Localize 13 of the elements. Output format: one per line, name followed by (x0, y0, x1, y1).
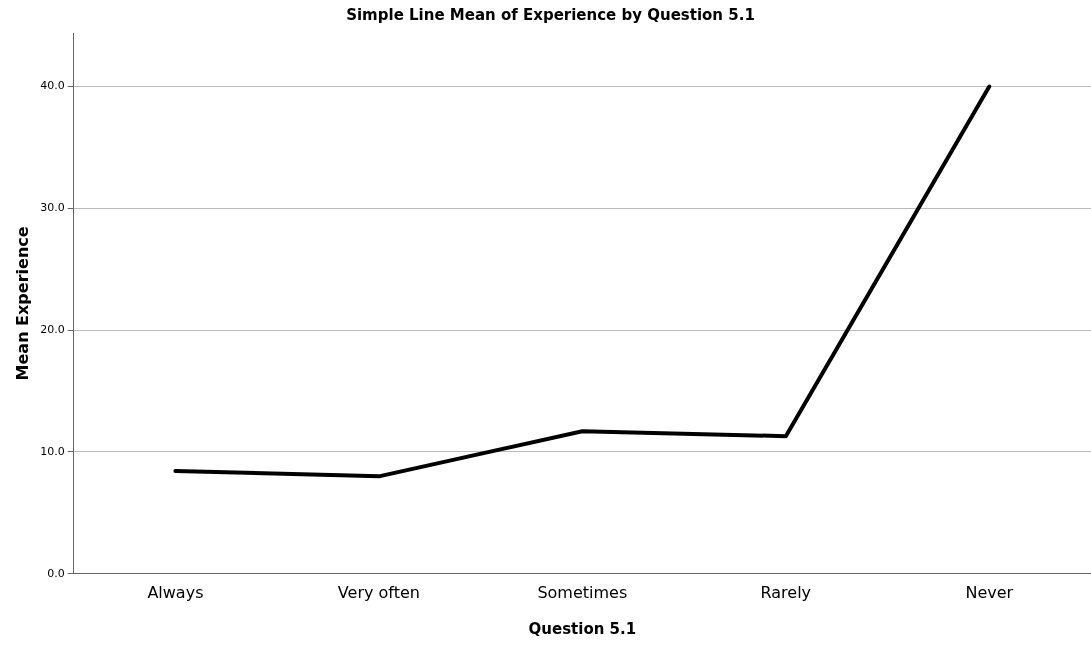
y-axis-title: Mean Experience (12, 226, 32, 381)
x-tick-label: Always (147, 582, 204, 602)
y-tick-label: 10.0 (40, 444, 65, 458)
chart-title: Simple Line Mean of Experience by Question 5.1 (346, 5, 755, 24)
x-axis-title: Question 5.1 (528, 619, 637, 638)
x-tick-label: Never (965, 582, 1014, 602)
x-tick-label: Rarely (760, 582, 812, 602)
y-tick-label: 0.0 (47, 566, 65, 580)
x-tick-label: Sometimes (537, 582, 628, 602)
x-tick-label: Very often (337, 582, 420, 602)
y-tick-label: 20.0 (40, 323, 65, 337)
y-tick-label: 30.0 (40, 201, 65, 215)
y-tick-label: 40.0 (40, 79, 65, 93)
